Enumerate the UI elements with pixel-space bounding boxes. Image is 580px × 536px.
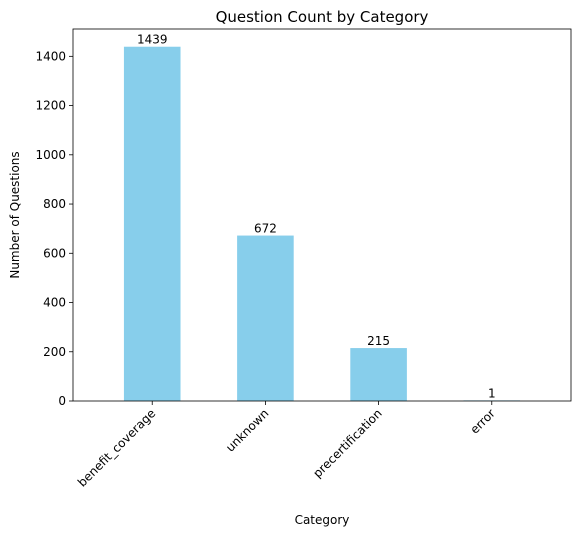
axes-layer: 0 200 400 600 800 1000 1200 1400 benefit_coverag…	[35, 28, 572, 490]
bars-layer: 1439 672 215 1	[123, 33, 521, 401]
y-tick-label: 1400	[35, 49, 66, 63]
y-tick-label: 1200	[35, 99, 66, 113]
bar-benefit_coverage	[123, 46, 181, 401]
y-tick-label: 0	[58, 394, 66, 408]
plot-frame	[72, 28, 572, 402]
x-tick-label-precertification: precertification	[310, 406, 384, 480]
y-tick-label: 400	[43, 296, 66, 310]
bar-precertification	[350, 348, 407, 401]
data-label-unknown: 672	[254, 222, 277, 236]
bar-unknown	[237, 235, 294, 401]
y-tick-label: 600	[43, 246, 66, 260]
x-tick-label-error: error	[467, 406, 497, 436]
x-tick-label-benefit_coverage: benefit_coverage	[75, 406, 158, 489]
y-axis-label: Number of Questions	[8, 151, 22, 278]
x-tick-label-unknown: unknown	[223, 406, 271, 454]
y-tick-label: 1000	[35, 148, 66, 162]
data-label-benefit_coverage: 1439	[137, 33, 168, 47]
data-label-error: 1	[488, 386, 496, 400]
chart-title: Question Count by Category	[216, 8, 429, 26]
x-axis-label: Category	[295, 513, 350, 527]
data-label-precertification: 215	[367, 334, 390, 348]
y-tick-label: 200	[43, 345, 66, 359]
y-tick-label: 800	[43, 197, 66, 211]
